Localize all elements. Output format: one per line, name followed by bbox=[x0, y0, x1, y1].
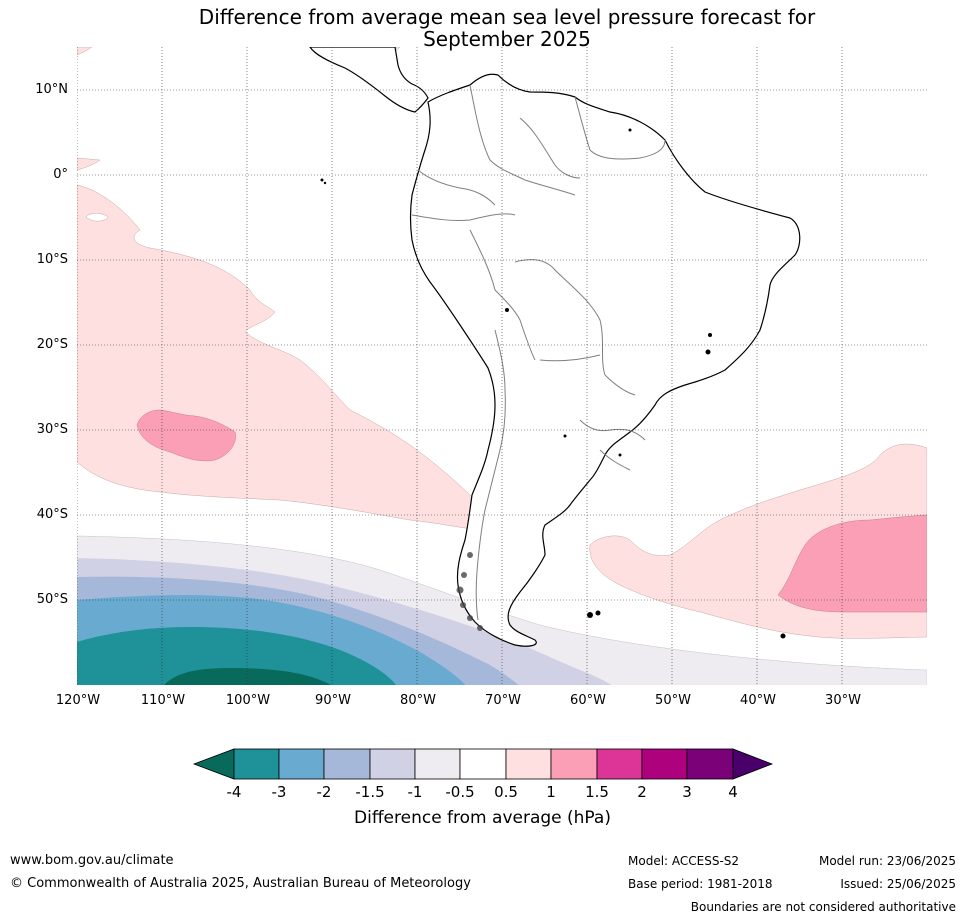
colorbar-tick: -1 bbox=[407, 783, 423, 801]
land-south-america bbox=[409, 73, 801, 647]
lat-label-30s: 30°S bbox=[36, 422, 68, 437]
model-name: Model: ACCESS-S2 bbox=[628, 854, 740, 868]
lon-label-50w: 50°W bbox=[655, 693, 691, 708]
colorbar-tick: 1.5 bbox=[585, 783, 609, 801]
lat-label-50s: 50°S bbox=[36, 592, 68, 607]
colorbar-tick: -2 bbox=[316, 783, 332, 801]
lat-label-10s: 10°S bbox=[36, 252, 68, 267]
lon-label-70w: 70°W bbox=[485, 693, 521, 708]
lon-label-110w: 110°W bbox=[140, 693, 186, 708]
graticule bbox=[77, 47, 927, 685]
colorbar-tick: -4 bbox=[226, 783, 242, 801]
country-boundaries bbox=[411, 84, 666, 621]
map-plot-area bbox=[77, 47, 927, 685]
land-central-america bbox=[309, 47, 429, 113]
contour-pos-1-pacific bbox=[136, 409, 236, 462]
chilean-archipelago bbox=[456, 552, 483, 631]
lon-label-120w: 120°W bbox=[55, 693, 101, 708]
colorbar-tick: -1.5 bbox=[355, 783, 385, 801]
lon-label-60w: 60°W bbox=[570, 693, 606, 708]
colorbar-cell-1 bbox=[233, 748, 280, 780]
colorbar-arrow-low bbox=[192, 748, 235, 780]
lon-label-90w: 90°W bbox=[315, 693, 351, 708]
colorbar-cell-9 bbox=[596, 748, 643, 780]
website-link[interactable]: www.bom.gov.au/climate bbox=[10, 853, 174, 868]
lon-label-80w: 80°W bbox=[400, 693, 436, 708]
lat-label-0: 0° bbox=[53, 167, 68, 182]
lon-label-30w: 30°W bbox=[825, 693, 861, 708]
colorbar-cell-7 bbox=[505, 748, 552, 780]
small-features bbox=[320, 128, 786, 639]
colorbar-tick: 0.5 bbox=[494, 783, 518, 801]
colorbar-cell-4 bbox=[369, 748, 416, 780]
colorbar-cell-2 bbox=[278, 748, 325, 780]
contour-island bbox=[85, 213, 109, 222]
contour-neg-3 bbox=[77, 627, 397, 685]
contour-pos-0.5-north-edge bbox=[77, 47, 93, 56]
lat-label-40s: 40°S bbox=[36, 507, 68, 522]
colorbar-label: Difference from average (hPa) bbox=[354, 808, 611, 828]
lat-label-10n: 10°N bbox=[35, 82, 68, 97]
contour-neg-4 bbox=[164, 668, 332, 685]
colorbar-cell-3 bbox=[323, 748, 371, 780]
model-run-date: Model run: 23/06/2025 bbox=[818, 854, 956, 868]
colorbar-tick: -0.5 bbox=[445, 783, 475, 801]
issued-date: Issued: 25/06/2025 bbox=[840, 877, 956, 891]
colorbar-cell-6 bbox=[459, 748, 507, 780]
map-title-period: September 2025 bbox=[423, 27, 591, 51]
contour-pos-1-atlantic bbox=[777, 514, 927, 613]
colorbar-cell-5 bbox=[414, 748, 461, 780]
colorbar-tick: 3 bbox=[682, 783, 692, 801]
colorbar-tick: 2 bbox=[637, 783, 647, 801]
map-title: Difference from average mean sea level p… bbox=[198, 5, 816, 29]
boundary-disclaimer: Boundaries are not considered authoritat… bbox=[690, 900, 956, 914]
base-period: Base period: 1981-2018 bbox=[628, 877, 773, 891]
colorbar-tick: 4 bbox=[728, 783, 738, 801]
colorbar-cell-8 bbox=[550, 748, 598, 780]
lon-label-40w: 40°W bbox=[740, 693, 776, 708]
colorbar-tick: 1 bbox=[546, 783, 556, 801]
lat-label-20s: 20°S bbox=[36, 337, 68, 352]
copyright-notice: © Commonwealth of Australia 2025, Austra… bbox=[10, 876, 471, 891]
colorbar-cell-10 bbox=[641, 748, 688, 780]
colorbar-cell-11 bbox=[686, 748, 734, 780]
colorbar-arrow-high bbox=[732, 748, 774, 780]
lon-label-100w: 100°W bbox=[225, 693, 271, 708]
contour-pos-0.5-north bbox=[77, 157, 101, 171]
colorbar-tick: -3 bbox=[271, 783, 287, 801]
